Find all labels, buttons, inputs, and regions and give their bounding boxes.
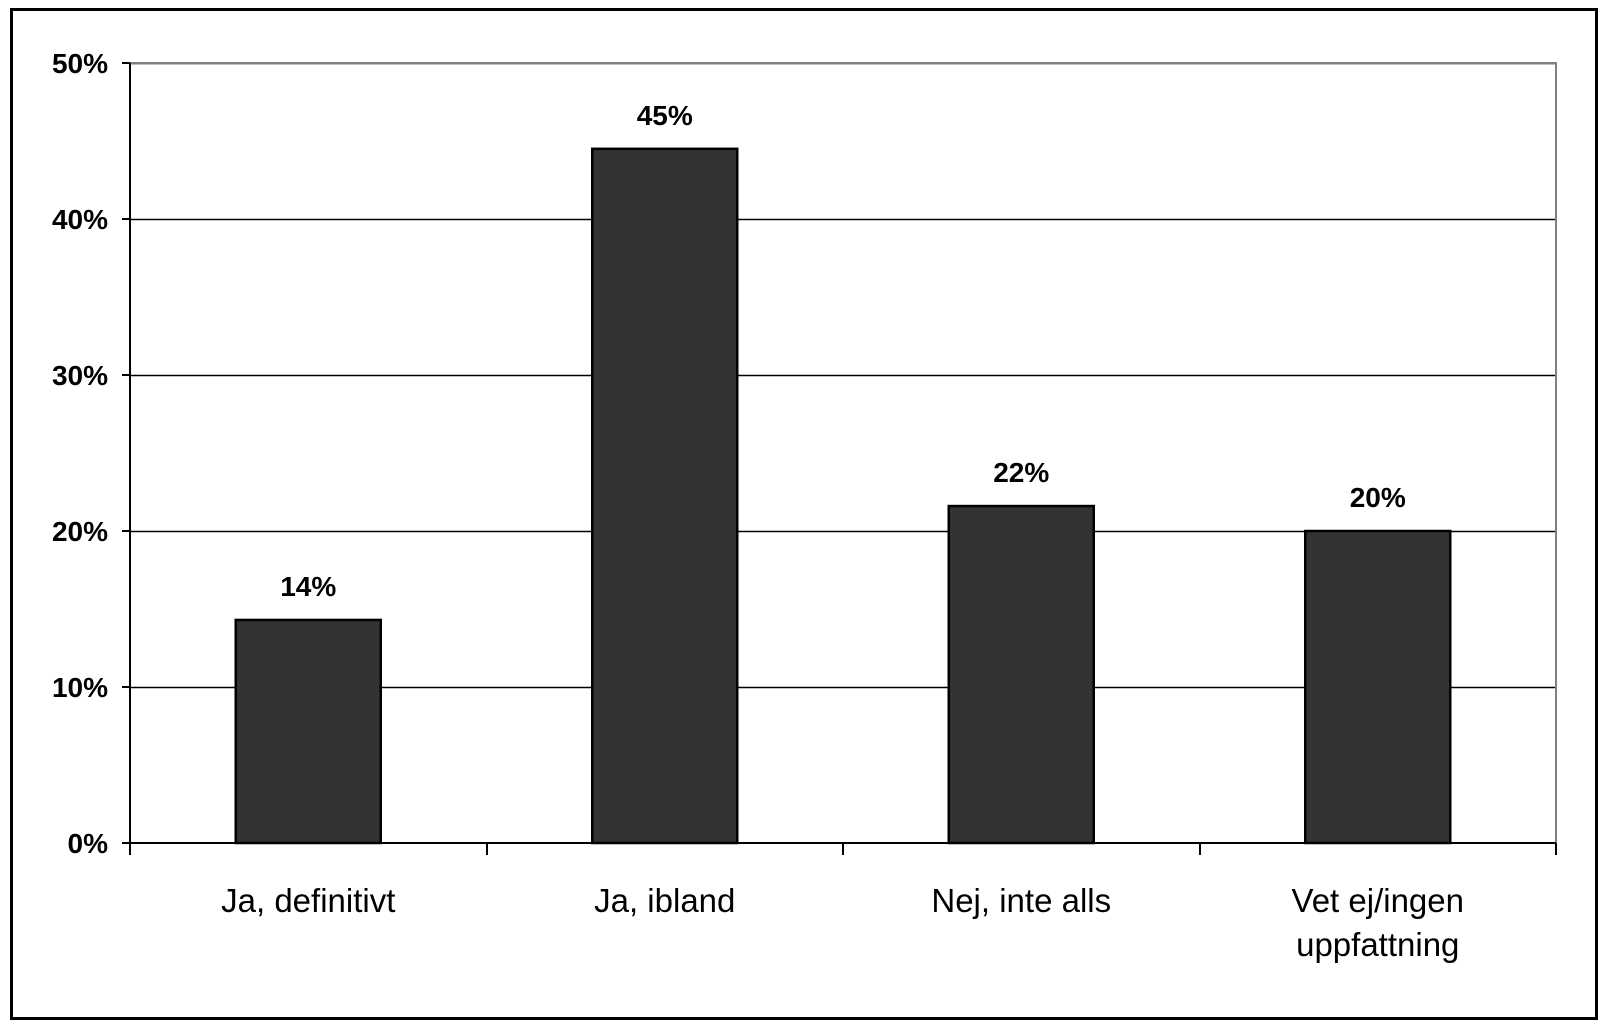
category-label: Vet ej/ingen uppfattning bbox=[1292, 882, 1464, 963]
data-labels: 14% 45% 22% 20% bbox=[280, 100, 1406, 602]
data-label: 45% bbox=[637, 100, 693, 131]
chart-frame bbox=[10, 8, 1598, 1020]
y-tick-label: 50% bbox=[52, 48, 108, 79]
bar bbox=[947, 504, 1095, 845]
y-tick-label: 30% bbox=[52, 360, 108, 391]
axes bbox=[122, 62, 1557, 855]
data-label: 14% bbox=[280, 571, 336, 602]
category-label: Nej, inte alls bbox=[931, 882, 1111, 919]
data-label: 20% bbox=[1350, 482, 1406, 513]
bars bbox=[234, 147, 1452, 845]
y-tick-label: 0% bbox=[68, 828, 109, 859]
category-label: Ja, definitivt bbox=[221, 882, 395, 919]
y-tick-label: 20% bbox=[52, 516, 108, 547]
y-tick-label: 10% bbox=[52, 672, 108, 703]
y-tick-labels: 0% 10% 20% 30% 40% 50% bbox=[52, 48, 108, 859]
bar bbox=[1304, 529, 1452, 845]
bar bbox=[591, 147, 739, 845]
bar bbox=[234, 618, 382, 845]
y-tick-label: 40% bbox=[52, 204, 108, 235]
category-label: Ja, ibland bbox=[594, 882, 735, 919]
category-labels: Ja, definitivt Ja, ibland Nej, inte alls Ve… bbox=[221, 882, 1464, 963]
data-label: 22% bbox=[993, 457, 1049, 488]
